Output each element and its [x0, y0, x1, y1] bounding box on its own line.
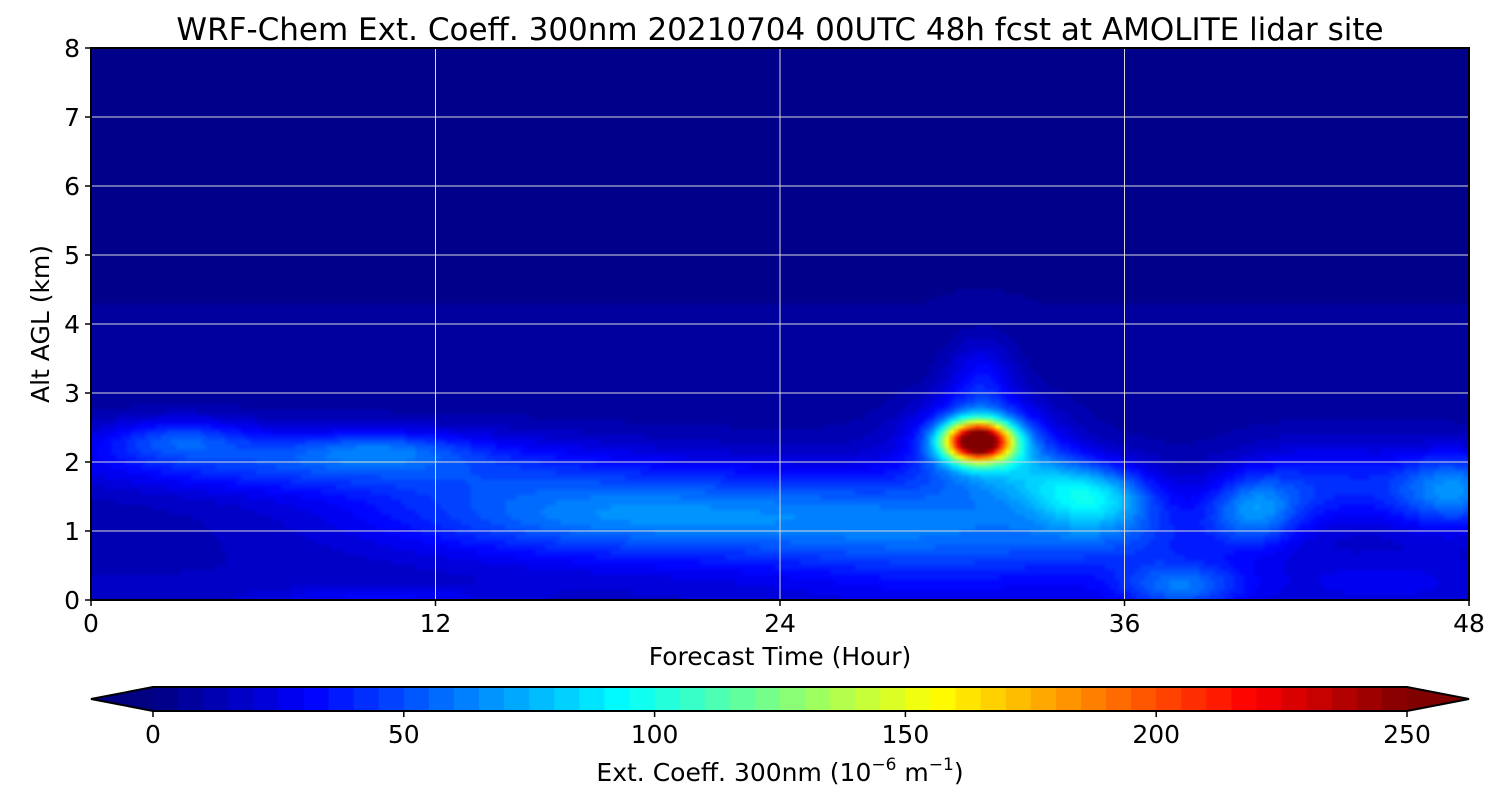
colorbar-swatch — [1206, 687, 1233, 711]
chart-title: WRF-Chem Ext. Coeff. 300nm 20210704 00UT… — [176, 12, 1383, 48]
colorbar-swatch — [353, 687, 380, 711]
colorbar-tick-label: 200 — [1132, 720, 1180, 749]
colorbar-tick-label: 50 — [388, 720, 420, 749]
colorbar-swatch — [1181, 687, 1207, 711]
colorbar-ticks: 0 50 100 150 200 250 — [145, 711, 1431, 749]
y-tick-label: 1 — [64, 517, 80, 546]
colorbar-swatch — [453, 687, 480, 711]
colorbar-swatch — [1005, 687, 1032, 711]
colorbar-tick-label: 250 — [1383, 720, 1431, 749]
colorbar-swatch — [830, 687, 856, 711]
colorbar-swatch — [955, 687, 982, 711]
colorbar-label-end: ) — [954, 758, 964, 787]
colorbar: 0 50 100 150 200 250 Ext. Coeff. 300nm (10−6 … — [90, 686, 1470, 787]
colorbar-swatch — [303, 687, 330, 711]
colorbar-swatch — [278, 687, 305, 711]
colorbar-swatch — [328, 687, 355, 711]
y-tick-label: 4 — [64, 310, 80, 339]
grid-lines — [91, 48, 1469, 600]
colorbar-swatch — [855, 687, 881, 711]
colorbar-tick-label: 100 — [631, 720, 679, 749]
colorbar-label: Ext. Coeff. 300nm (10−6 m−1) — [596, 755, 963, 787]
colorbar-swatch — [805, 687, 831, 711]
x-tick-label: 12 — [420, 609, 452, 638]
x-axis-label: Forecast Time (Hour) — [649, 642, 912, 671]
x-axis: 0 12 24 36 48 — [83, 600, 1485, 638]
colorbar-swatch — [403, 687, 430, 711]
x-tick-label: 0 — [83, 609, 99, 638]
colorbar-swatch — [1306, 687, 1333, 711]
colorbar-swatch — [1256, 687, 1283, 711]
colorbar-swatch — [1131, 687, 1157, 711]
y-tick-label: 6 — [64, 172, 80, 201]
x-tick-label: 36 — [1109, 609, 1141, 638]
colorbar-swatch — [930, 687, 957, 711]
colorbar-swatch — [880, 687, 906, 711]
colorbar-swatch — [228, 687, 254, 711]
colorbar-swatch — [629, 687, 656, 711]
y-tick-label: 7 — [64, 103, 80, 132]
colorbar-swatch — [654, 687, 681, 711]
x-tick-label: 24 — [764, 609, 796, 638]
colorbar-swatch — [1156, 687, 1182, 711]
plot-area — [90, 47, 1470, 601]
colorbar-label-main: Ext. Coeff. 300nm (10 — [596, 758, 871, 787]
y-tick-label: 0 — [64, 586, 80, 615]
colorbar-swatch — [604, 687, 631, 711]
y-axis: 0 1 2 3 4 5 6 7 8 — [64, 34, 91, 615]
colorbar-swatch — [1331, 687, 1358, 711]
colorbar-swatch — [980, 687, 1007, 711]
colorbar-swatch — [679, 687, 706, 711]
colorbar-swatch — [1055, 687, 1082, 711]
colorbar-label-mid: m — [896, 758, 928, 787]
colorbar-extend-low — [91, 687, 153, 711]
colorbar-swatch — [754, 687, 781, 711]
colorbar-swatch — [554, 687, 580, 711]
colorbar-label-exp1: −6 — [871, 755, 896, 775]
y-tick-label: 3 — [64, 379, 80, 408]
colorbar-swatch — [153, 687, 179, 711]
colorbar-swatch — [780, 687, 806, 711]
colorbar-extend-high — [1407, 687, 1469, 711]
y-tick-label: 8 — [64, 34, 80, 63]
colorbar-swatches — [153, 687, 1408, 711]
colorbar-swatch — [1030, 687, 1057, 711]
colorbar-swatch — [178, 687, 204, 711]
colorbar-swatch — [203, 687, 229, 711]
colorbar-tick-label: 150 — [882, 720, 930, 749]
colorbar-swatch — [504, 687, 530, 711]
y-tick-label: 5 — [64, 241, 80, 270]
colorbar-tick-label: 0 — [145, 720, 161, 749]
colorbar-swatch — [253, 687, 279, 711]
colorbar-swatch — [1281, 687, 1308, 711]
colorbar-swatch — [1381, 687, 1408, 711]
colorbar-swatch — [729, 687, 756, 711]
colorbar-swatch — [579, 687, 606, 711]
colorbar-swatch — [704, 687, 731, 711]
colorbar-swatch — [1356, 687, 1383, 711]
colorbar-swatch — [905, 687, 932, 711]
y-axis-label: Alt AGL (km) — [26, 245, 55, 403]
colorbar-swatch — [529, 687, 555, 711]
colorbar-swatch — [479, 687, 505, 711]
x-tick-label: 48 — [1453, 609, 1485, 638]
colorbar-swatch — [1080, 687, 1107, 711]
colorbar-swatch — [1106, 687, 1132, 711]
colorbar-swatch — [378, 687, 405, 711]
colorbar-label-exp2: −1 — [929, 755, 954, 775]
y-tick-label: 2 — [64, 448, 80, 477]
colorbar-swatch — [428, 687, 455, 711]
colorbar-swatch — [1231, 687, 1258, 711]
